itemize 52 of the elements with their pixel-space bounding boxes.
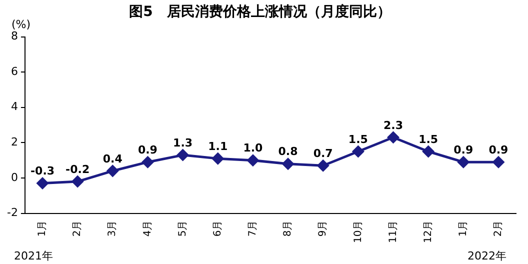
y-tick-label: 6 [10,64,18,78]
x-tick-label: 6月 [212,220,224,237]
point [212,152,224,164]
point [36,178,48,190]
data-label: 1.0 [243,142,264,155]
x-tick-label: 5月 [177,220,188,237]
data-label: 0.9 [454,143,474,156]
point [72,176,84,188]
point [247,154,259,166]
point [492,156,504,168]
data-label: 1.5 [418,132,438,146]
data-label: 1.5 [348,132,368,146]
y-tick-label: 2 [10,136,18,149]
data-label: 0.9 [488,143,508,156]
x-tick-label: 11月 [388,220,399,244]
text: 2022年 [467,249,506,262]
x-tick-label: 2月 [72,220,84,237]
point [177,149,189,161]
x-tick-label: 12月 [422,220,434,244]
y-tick-label: 4 [10,100,18,114]
y-tick-label: -2 [7,206,18,220]
point [282,158,294,170]
x-tick-label: 1月 [37,220,48,237]
x-tick-label: 9月 [318,220,329,237]
y-axis-title: (%) [11,18,30,32]
point [106,165,118,177]
data-label: 2.3 [383,118,403,132]
x-tick-label: 4月 [142,220,154,237]
point [352,146,364,158]
data-label: 1.1 [208,140,228,153]
point [317,160,329,172]
point [387,132,399,144]
data-label: 1.3 [173,136,193,150]
y-tick-label: 8 [10,30,18,43]
data-label: -0.2 [66,162,90,176]
data-label: 0.9 [138,143,158,156]
data-label: -0.3 [30,164,55,178]
x-tick-label: 10月 [352,220,364,244]
chart-title: 图5 居民消费价格上涨情况（月度同比） [129,3,391,20]
point [142,156,154,168]
data-label: 0.8 [278,145,298,158]
x-tick-label: 8月 [282,220,294,237]
point [422,146,434,158]
data-label: 0.7 [313,146,333,160]
text: 2021年 [14,249,53,262]
data-label: 0.4 [102,152,123,166]
x-tick-label: 7月 [248,220,259,237]
x-tick-label: 3月 [107,220,118,237]
x-tick-label: 1月 [458,220,469,237]
point [458,156,470,168]
y-tick-label: 0 [10,170,18,184]
x-tick-label: 2月 [493,220,504,237]
